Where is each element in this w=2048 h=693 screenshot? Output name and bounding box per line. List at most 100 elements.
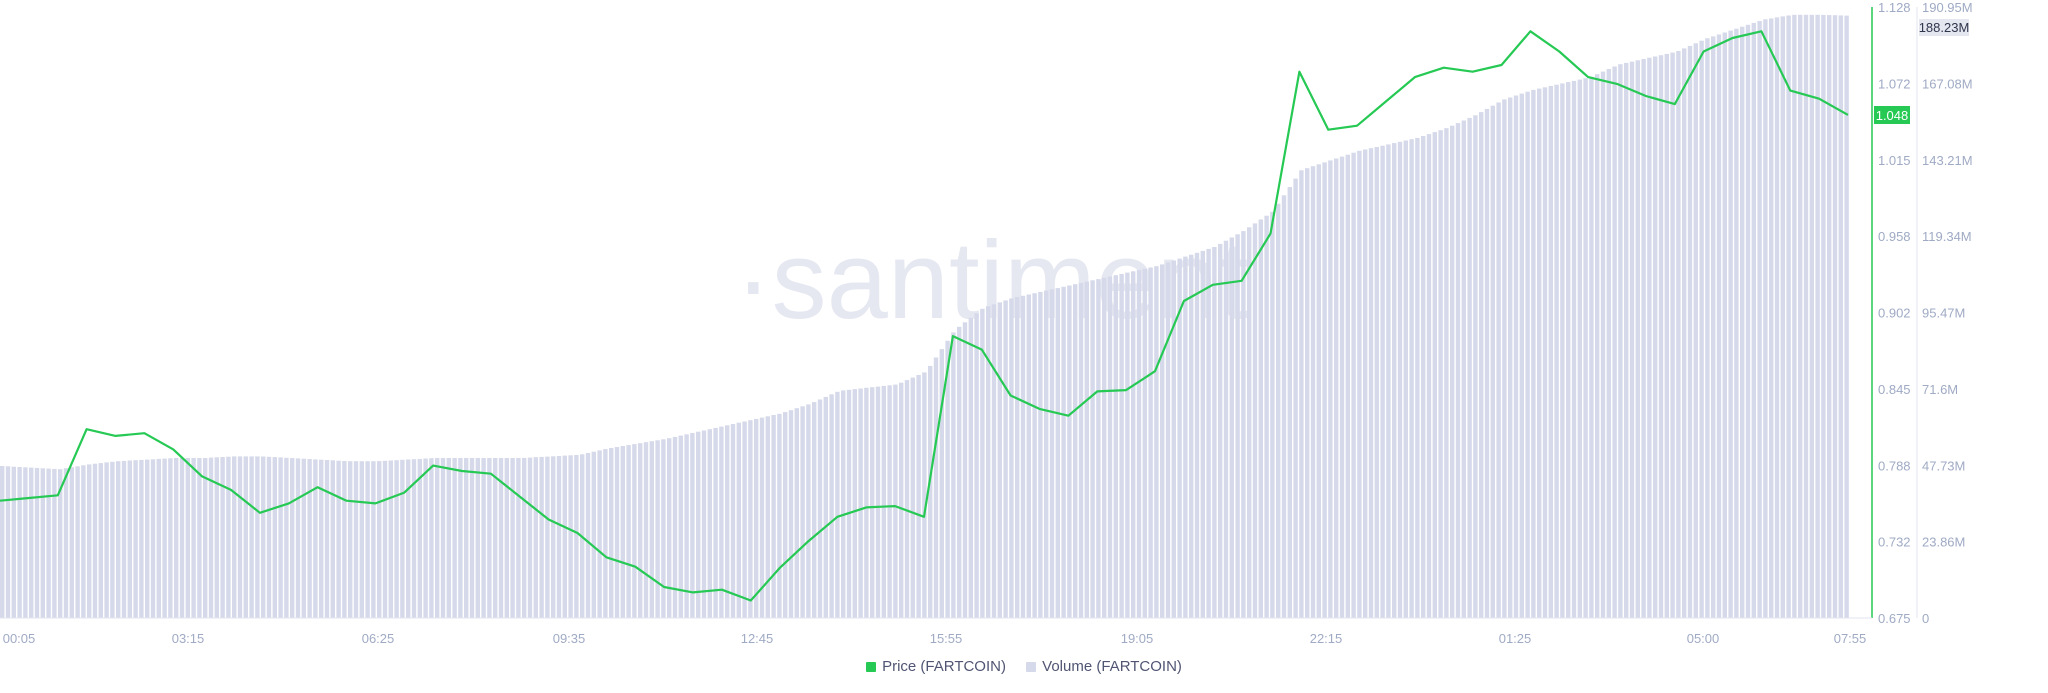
volume-bar	[255, 456, 260, 618]
volume-bar	[1386, 144, 1391, 618]
volume-bar	[1403, 140, 1408, 618]
legend-item-price[interactable]: Price (FARTCOIN)	[866, 658, 1006, 675]
volume-tick-label: 143.21M	[1922, 153, 1973, 168]
volume-bar	[858, 388, 863, 618]
volume-bar	[203, 458, 208, 618]
volume-bar	[1049, 289, 1055, 618]
volume-bar	[1287, 187, 1292, 618]
volume-bar	[754, 418, 759, 618]
volume-bar	[1566, 82, 1571, 619]
volume-bar	[81, 465, 86, 618]
volume-bar	[1229, 237, 1234, 618]
volume-bar	[603, 449, 608, 618]
volume-bar	[220, 457, 225, 618]
legend: Price (FARTCOIN) Volume (FARTCOIN)	[0, 658, 2048, 676]
volume-bar	[1537, 88, 1542, 619]
volume-bar	[1542, 87, 1548, 619]
volume-bar	[1102, 277, 1107, 618]
volume-bar	[957, 326, 962, 618]
volume-bar	[974, 313, 979, 618]
volume-bar	[1554, 84, 1559, 618]
volume-bar	[1763, 19, 1768, 619]
volume-bar	[928, 365, 933, 618]
volume-bar	[1154, 266, 1159, 618]
volume-bar	[1339, 156, 1345, 618]
volume-bar	[1467, 117, 1472, 619]
volume-bar	[17, 467, 22, 618]
volume-bar	[411, 459, 417, 618]
volume-bar	[574, 455, 579, 618]
volume-bar	[365, 461, 370, 618]
volume-bar	[1160, 264, 1165, 618]
volume-bar	[1073, 284, 1078, 618]
volume-bar	[1276, 203, 1281, 618]
volume-bar	[1363, 149, 1368, 618]
volume-bar	[469, 458, 475, 618]
volume-bar	[881, 385, 886, 618]
volume-bar	[1136, 270, 1142, 618]
price-line	[0, 30, 1849, 602]
volume-tick-label: 190.95M	[1922, 0, 1973, 15]
volume-bar	[527, 457, 533, 618]
volume-bar	[1148, 267, 1153, 618]
volume-bar	[788, 410, 794, 618]
volume-bar	[1525, 91, 1530, 618]
volume-bar	[510, 458, 515, 618]
volume-bar	[214, 457, 219, 618]
volume-bar	[133, 460, 138, 618]
volume-bar	[1455, 123, 1461, 618]
volume-bar	[1212, 247, 1217, 618]
volume-bar	[997, 302, 1002, 618]
volume-bar	[1026, 294, 1031, 618]
volume-bar	[1194, 252, 1200, 619]
volume-bar	[1635, 60, 1640, 619]
volume-bar	[1484, 108, 1490, 619]
volume-bar	[1496, 102, 1501, 618]
volume-bar	[1334, 158, 1339, 618]
x-tick-label: 03:15	[172, 631, 205, 646]
volume-bar	[1658, 55, 1664, 618]
price-tick-label: 1.015	[1878, 153, 1911, 168]
volume-bar	[667, 438, 672, 618]
volume-bar	[232, 456, 237, 618]
volume-bar	[1821, 14, 1826, 618]
volume-bar	[609, 448, 614, 618]
x-tick-label: 06:25	[362, 631, 395, 646]
volume-bar	[23, 467, 28, 618]
volume-bar	[75, 466, 80, 618]
current-volume-label: 188.23M	[1919, 20, 1970, 35]
volume-bar	[678, 435, 683, 618]
volume-tick-label: 23.86M	[1922, 535, 1965, 550]
volume-bar	[382, 460, 388, 618]
volume-bar	[295, 458, 301, 618]
volume-bar	[104, 462, 109, 618]
volume-bar	[1218, 243, 1223, 618]
volume-bar	[742, 421, 747, 618]
volume-bar	[179, 458, 185, 618]
volume-bar	[1067, 285, 1072, 618]
volume-bar	[713, 427, 718, 618]
volume-bar	[429, 458, 434, 618]
volume-bar	[1003, 300, 1008, 618]
current-price-label: 1.048	[1876, 108, 1909, 123]
x-tick-label: 12:45	[741, 631, 774, 646]
volume-bar	[371, 461, 376, 618]
volume-bar	[92, 463, 98, 618]
volume-bar	[864, 387, 869, 618]
volume-bar	[684, 434, 689, 618]
volume-bar	[249, 456, 254, 618]
volume-bar	[1374, 147, 1379, 618]
volume-bar	[1519, 93, 1524, 619]
volume-bar	[116, 461, 121, 618]
legend-item-volume[interactable]: Volume (FARTCOIN)	[1026, 658, 1182, 675]
volume-bar	[986, 306, 991, 618]
volume-bar	[939, 349, 944, 618]
volume-bar	[1682, 48, 1687, 618]
volume-bar	[330, 460, 335, 618]
volume-bar	[1792, 14, 1797, 619]
volume-bar	[1044, 290, 1049, 618]
volume-bar	[1096, 279, 1101, 618]
volume-bar	[324, 460, 330, 618]
volume-bar	[1734, 28, 1739, 618]
volume-tick-label: 119.34M	[1922, 229, 1972, 244]
